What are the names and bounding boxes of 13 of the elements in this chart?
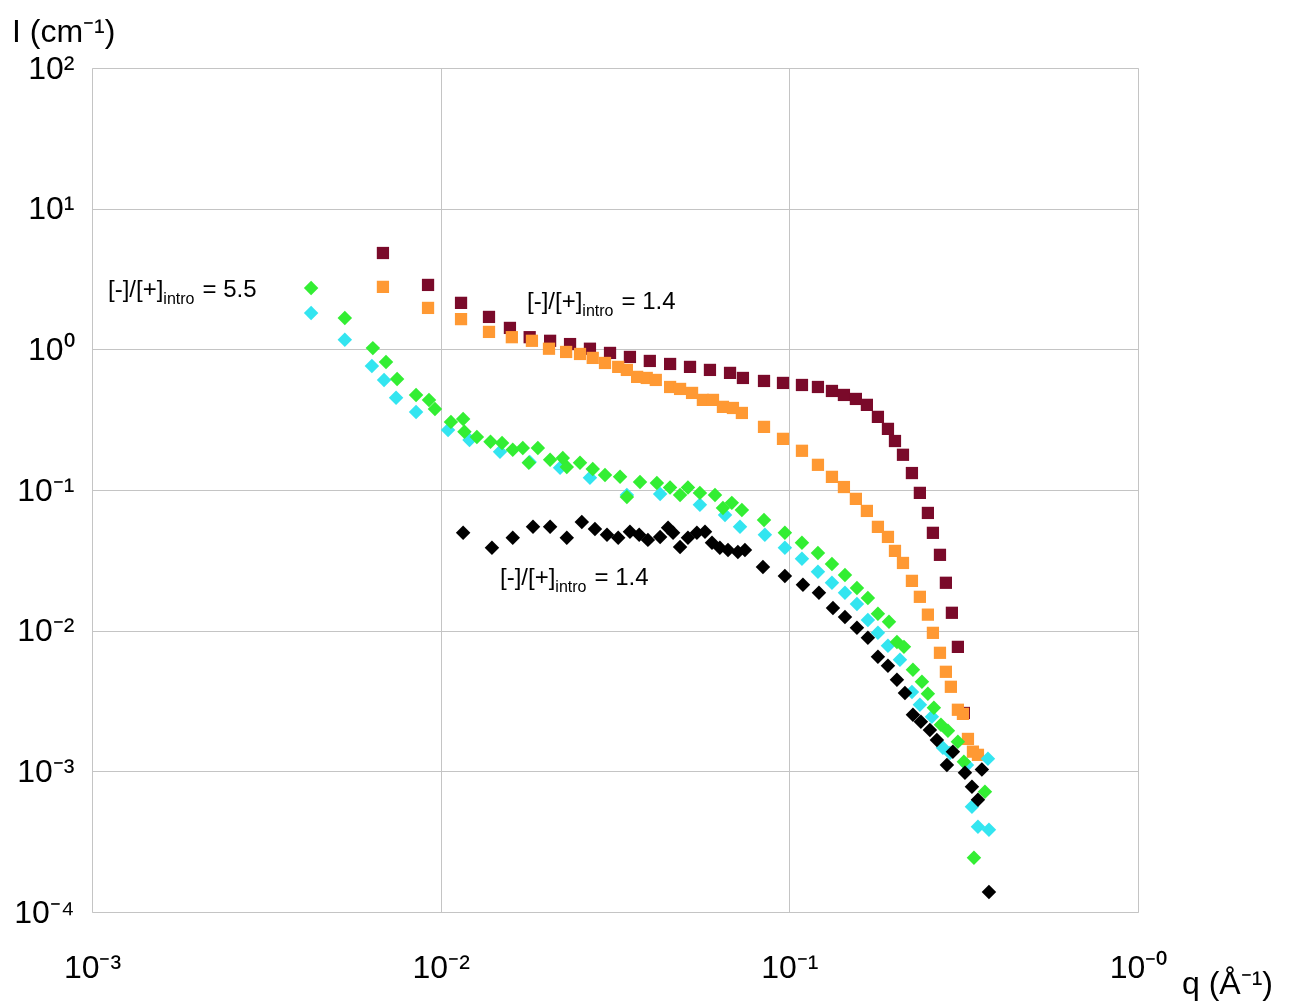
- x-tick-label: 10⁻³: [63, 948, 122, 985]
- x-tick-label: 10⁻¹: [761, 948, 819, 985]
- y-tick-label: 10⁰: [27, 330, 75, 367]
- y-axis-title: I (cm⁻¹): [12, 13, 116, 49]
- y-tick-label: 10⁻³: [17, 752, 75, 789]
- y-tick-label: 10⁻¹: [17, 471, 75, 508]
- y-tick-label: 10⁻²: [17, 612, 75, 649]
- x-tick-label: 10⁻⁰: [1109, 948, 1168, 985]
- y-tick-label: 10⁻⁴: [14, 893, 75, 930]
- x-axis-title: q (Å⁻¹): [1182, 965, 1273, 1001]
- y-tick-label: 10¹: [28, 190, 75, 227]
- x-tick-label: 10⁻²: [412, 948, 471, 985]
- y-tick-label: 10²: [28, 49, 75, 86]
